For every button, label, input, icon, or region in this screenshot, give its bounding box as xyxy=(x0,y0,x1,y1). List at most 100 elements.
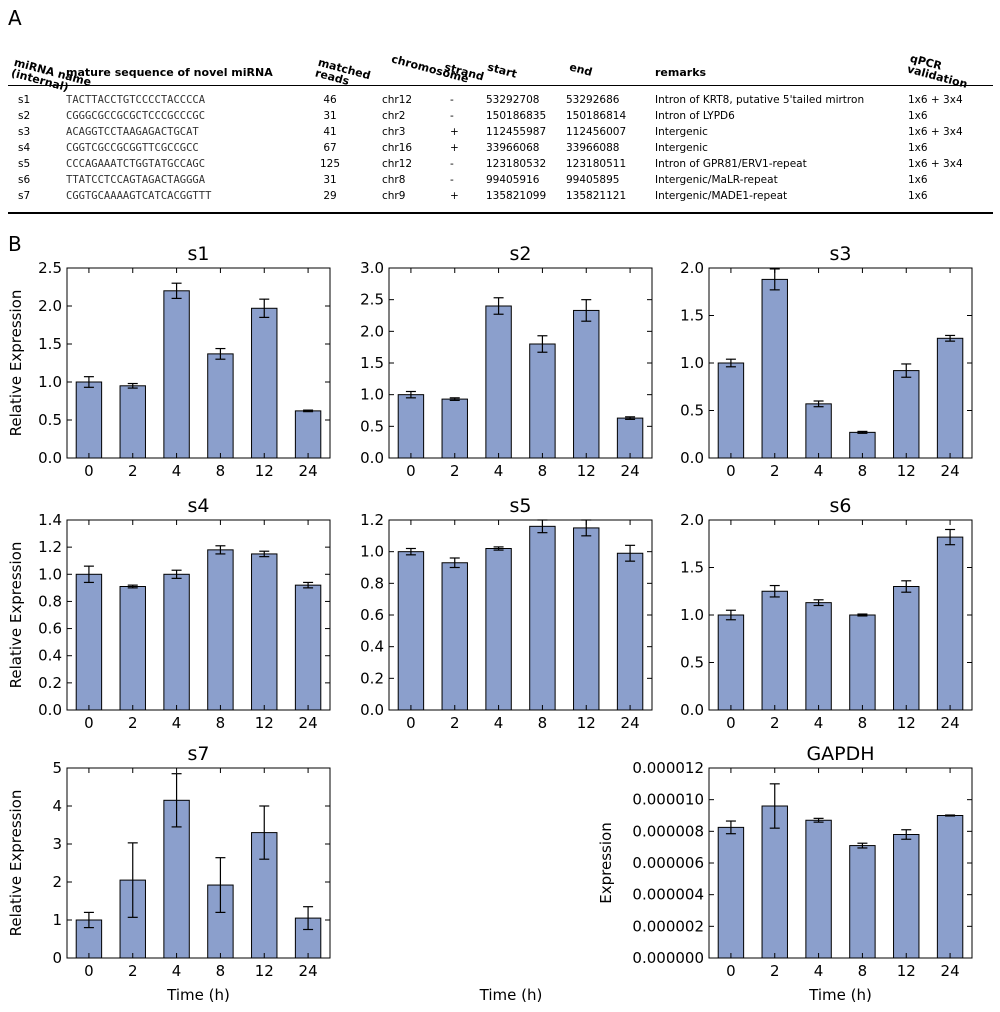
y-tick-label: 2 xyxy=(52,873,62,891)
y-tick-label: 1.0 xyxy=(680,606,704,624)
chart-s6: 0 2 4 8 12 240.00.51.01.52.0s6 xyxy=(680,495,973,732)
table-cell-remarks: Intron of GPR81/ERV1-repeat xyxy=(655,158,807,170)
table-cell-reads: 46 xyxy=(323,94,337,106)
x-tick-label: 4 xyxy=(172,462,182,480)
header-sequence: mature sequence of novel miRNA xyxy=(66,66,273,79)
x-tick-label: 24 xyxy=(941,962,960,980)
x-axis-label: Time (h) xyxy=(166,986,230,1004)
x-tick-label: 2 xyxy=(128,962,138,980)
bar xyxy=(207,353,234,459)
table-cell-sequence: CGGTGCAAAAGTCATCACGGTTT xyxy=(66,190,212,202)
table-cell-remarks: Intergenic xyxy=(655,142,708,154)
table-cell-sequence: CGGGCGCCGCGCTCCCGCCCGC xyxy=(66,110,206,122)
bar xyxy=(441,398,468,459)
x-tick-label: 24 xyxy=(621,714,640,732)
chart-s2: 0 2 4 8 12 240.00.51.01.52.02.53.0s2 xyxy=(360,243,653,480)
table-cell-name: s2 xyxy=(18,110,31,122)
table-cell-start: 135821099 xyxy=(486,190,547,202)
y-tick-label: 2.0 xyxy=(680,511,704,529)
bar xyxy=(893,586,920,711)
x-tick-label: 8 xyxy=(858,462,868,480)
y-axis-label: Relative Expression xyxy=(7,790,25,937)
x-axis-label-middle: Time (h) xyxy=(479,986,543,1004)
y-tick-label: 1.0 xyxy=(38,565,62,583)
table-cell-name: s7 xyxy=(18,190,31,202)
x-tick-label: 12 xyxy=(577,714,596,732)
y-tick-label: 0.5 xyxy=(680,402,704,420)
y-tick-label: 0 xyxy=(52,949,62,967)
panel-label-b: B xyxy=(8,232,22,256)
bar xyxy=(805,819,832,959)
chart-s4: 0 2 4 8 12 240.00.20.40.60.81.01.21.4s4Relati… xyxy=(7,495,331,732)
table-cell-start: 123180532 xyxy=(486,158,547,170)
bar xyxy=(616,552,644,711)
table-cell-chromosome: chr2 xyxy=(382,110,406,122)
chart-title: s7 xyxy=(188,743,210,765)
y-tick-label: 0.2 xyxy=(360,669,384,687)
y-tick-label: 1.4 xyxy=(38,511,62,529)
bar xyxy=(616,417,644,459)
x-tick-label: 2 xyxy=(128,462,138,480)
table-cell-start: 33966068 xyxy=(486,142,540,154)
y-tick-label: 1.5 xyxy=(680,559,704,577)
panel-a-table: A miRNA name (internal) mature sequence … xyxy=(0,0,1000,222)
x-tick-label: 24 xyxy=(621,462,640,480)
y-tick-label: 0.000008 xyxy=(632,822,704,840)
bar xyxy=(397,394,425,459)
table-cell-remarks: Intron of KRT8, putative 5'tailed mirtro… xyxy=(655,94,865,106)
bar xyxy=(849,614,876,711)
chart-GAPDH: 0 2 4 8 12 240.0000000.0000020.0000040.000006… xyxy=(597,743,973,1004)
bar xyxy=(936,536,964,711)
table-cell-name: s6 xyxy=(18,174,31,186)
x-tick-label: 12 xyxy=(897,962,916,980)
y-tick-label: 0.8 xyxy=(38,592,62,610)
bar xyxy=(936,337,964,459)
y-tick-label: 3.0 xyxy=(360,259,384,277)
table-cell-remarks: Intergenic/MADE1-repeat xyxy=(655,190,788,202)
x-tick-label: 24 xyxy=(941,462,960,480)
x-tick-label: 0 xyxy=(84,714,94,732)
table-cell-remarks: Intron of LYPD6 xyxy=(655,110,735,122)
table-cell-sequence: TACTTACCTGTCCCCTACCCCA xyxy=(66,94,206,106)
table-cell-start: 150186835 xyxy=(486,110,547,122)
plot-frame xyxy=(708,267,973,459)
bar xyxy=(717,362,745,459)
bar xyxy=(119,879,146,959)
table-cell-strand: - xyxy=(450,110,454,122)
table-cell-end: 150186814 xyxy=(566,110,627,122)
table-cell-reads: 31 xyxy=(323,110,337,122)
bar xyxy=(849,845,876,959)
x-tick-label: 8 xyxy=(216,462,226,480)
x-tick-label: 2 xyxy=(770,462,780,480)
bar xyxy=(805,602,832,711)
y-tick-label: 0.0 xyxy=(38,701,62,719)
y-tick-label: 1.0 xyxy=(360,386,384,404)
bar xyxy=(397,551,425,711)
table-cell-strand: - xyxy=(450,94,454,106)
x-tick-label: 2 xyxy=(450,462,460,480)
table-cell-end: 99405895 xyxy=(566,174,620,186)
bar xyxy=(485,305,512,459)
y-tick-label: 0.2 xyxy=(38,674,62,692)
x-tick-label: 12 xyxy=(897,462,916,480)
table-cell-end: 112456007 xyxy=(566,126,627,138)
x-tick-label: 4 xyxy=(814,714,824,732)
bar xyxy=(761,590,788,711)
plot-frame xyxy=(66,519,331,711)
bar xyxy=(573,309,600,459)
table-cell-name: s3 xyxy=(18,126,31,138)
table-cell-chromosome: chr8 xyxy=(382,174,406,186)
bar xyxy=(294,410,322,459)
y-tick-label: 0.0 xyxy=(360,701,384,719)
table-cell-strand: + xyxy=(450,142,459,154)
table-cell-end: 53292686 xyxy=(566,94,620,106)
table-cell-qpcr: 1x6 + 3x4 xyxy=(908,158,963,170)
panel-label-a: A xyxy=(8,6,22,30)
bar xyxy=(294,584,322,711)
x-tick-label: 8 xyxy=(216,962,226,980)
table-cell-reads: 67 xyxy=(323,142,337,154)
table-cell-end: 135821121 xyxy=(566,190,627,202)
table-cell-start: 53292708 xyxy=(486,94,540,106)
y-tick-label: 2.0 xyxy=(38,297,62,315)
